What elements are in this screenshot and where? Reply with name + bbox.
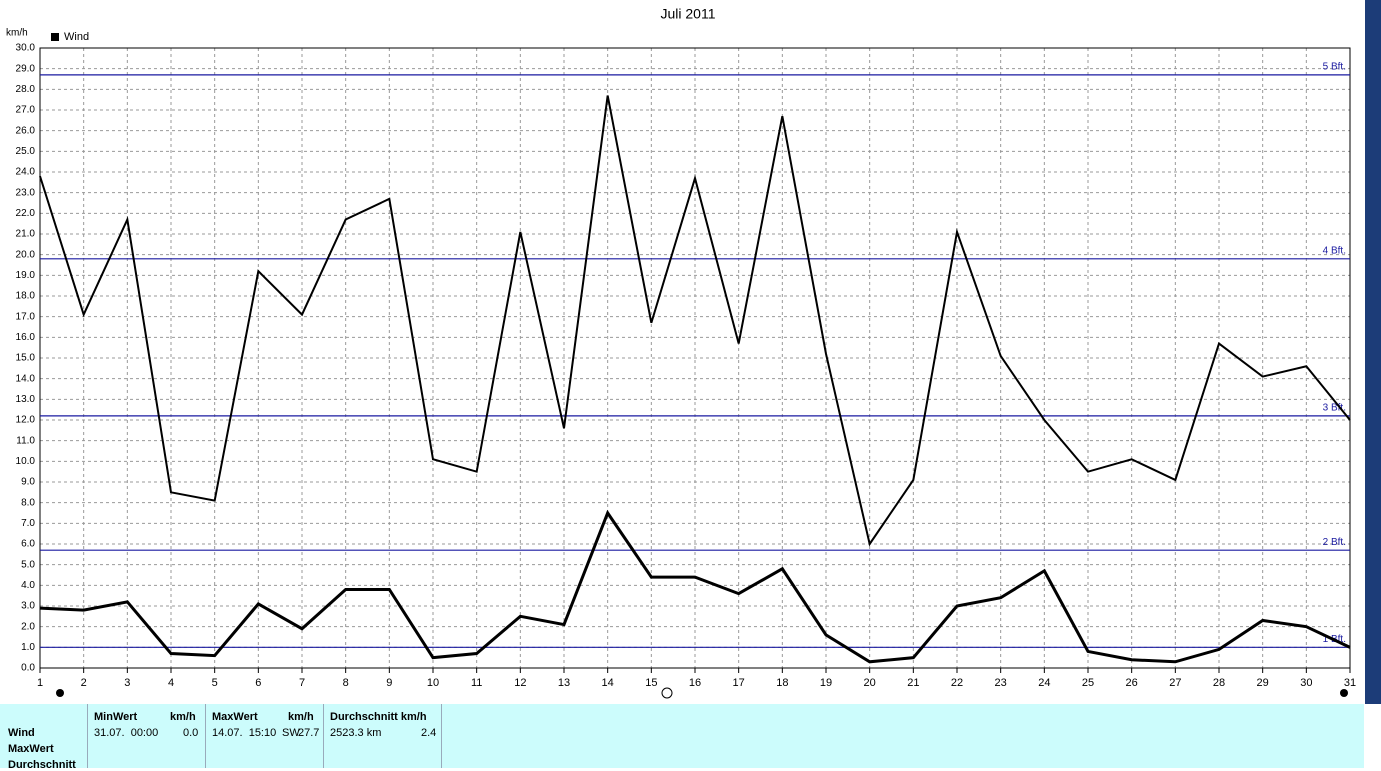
x-tick-label: 11 bbox=[471, 677, 482, 689]
x-tick-label: 3 bbox=[124, 677, 130, 689]
y-tick-label: 12.0 bbox=[16, 415, 36, 426]
x-tick-label: 20 bbox=[864, 677, 876, 689]
x-tick-label: 8 bbox=[343, 677, 349, 689]
y-tick-label: 8.0 bbox=[21, 497, 35, 508]
plot-frame bbox=[39, 47, 1351, 669]
stats-panel: Wind MaxWert Durchschnitt MinWert km/h 3… bbox=[0, 704, 1364, 771]
separator bbox=[323, 704, 324, 768]
x-tick-label: 21 bbox=[907, 677, 919, 689]
col-header: Durchschnitt km/h bbox=[330, 711, 427, 723]
cell: 0.0 bbox=[183, 727, 199, 739]
x-tick-label: 7 bbox=[299, 677, 305, 689]
x-tick-label: 28 bbox=[1213, 677, 1225, 689]
x-tick-label: 17 bbox=[733, 677, 745, 689]
cell: 31.07. 00:00 bbox=[94, 727, 159, 739]
y-tick-label: 16.0 bbox=[16, 332, 36, 343]
separator bbox=[87, 704, 88, 768]
separator bbox=[441, 704, 442, 768]
y-tick-label: 11.0 bbox=[16, 435, 35, 446]
separator bbox=[205, 704, 206, 768]
y-tick-label: 25.0 bbox=[16, 146, 36, 157]
cell: SW bbox=[282, 727, 300, 739]
y-tick-label: 23.0 bbox=[16, 187, 36, 198]
col-header: MinWert bbox=[94, 711, 138, 723]
x-tick-label: 18 bbox=[776, 677, 788, 689]
y-tick-label: 18.0 bbox=[16, 291, 36, 302]
chart: Juli 2011 km/h 0.0 1.0 2.0 3.0 4.0 5.0 6.0 7.0 8… bbox=[6, 0, 1381, 704]
x-tick-label: 12 bbox=[514, 677, 526, 689]
legend-label: Wind bbox=[64, 31, 89, 43]
col-header: MaxWert bbox=[212, 711, 258, 723]
y-tick-label: 29.0 bbox=[16, 63, 36, 74]
x-tick-label: 15 bbox=[645, 677, 657, 689]
y-tick-label: 26.0 bbox=[16, 125, 36, 136]
y-axis-label: km/h bbox=[6, 28, 28, 39]
y-tick-label: 3.0 bbox=[21, 601, 35, 612]
x-tick-label: 10 bbox=[427, 677, 439, 689]
x-tick-label: 2 bbox=[81, 677, 87, 689]
x-tick-label: 13 bbox=[558, 677, 570, 689]
nav-marker[interactable] bbox=[56, 689, 64, 697]
y-tick-label: 0.0 bbox=[21, 663, 35, 674]
y-tick-label: 7.0 bbox=[21, 518, 35, 529]
x-tick-label: 5 bbox=[212, 677, 218, 689]
legend-swatch bbox=[51, 33, 59, 41]
y-tick-label: 27.0 bbox=[16, 105, 36, 116]
reference-label: 5 Bft. bbox=[1323, 62, 1346, 73]
nav-marker[interactable] bbox=[1340, 689, 1348, 697]
x-tick-label: 1 bbox=[37, 677, 43, 689]
chart-title: Juli 2011 bbox=[660, 6, 715, 22]
cell: 27.7 bbox=[298, 727, 320, 739]
x-tick-label: 4 bbox=[168, 677, 174, 689]
cell: 2.4 bbox=[421, 727, 437, 739]
reference-label: 2 Bft. bbox=[1323, 537, 1346, 548]
x-tick-label: 19 bbox=[820, 677, 832, 689]
x-tick-label: 30 bbox=[1300, 677, 1312, 689]
x-tick-label: 25 bbox=[1082, 677, 1094, 689]
col-unit: km/h bbox=[170, 711, 196, 723]
window-edge bbox=[1365, 0, 1381, 704]
y-tick-label: 24.0 bbox=[16, 167, 36, 178]
y-tick-label: 17.0 bbox=[16, 311, 36, 322]
x-tick-label: 9 bbox=[386, 677, 392, 689]
y-tick-label: 1.0 bbox=[21, 642, 35, 653]
x-tick-label: 14 bbox=[602, 677, 614, 689]
x-tick-label: 16 bbox=[689, 677, 701, 689]
row-label: Durchschnitt bbox=[8, 759, 76, 771]
data-line bbox=[39, 95, 1351, 547]
x-tick-label: 6 bbox=[255, 677, 261, 689]
y-tick-label: 4.0 bbox=[21, 580, 35, 591]
y-tick-label: 2.0 bbox=[21, 621, 35, 632]
y-tick-label: 28.0 bbox=[16, 84, 36, 95]
nav-marker[interactable] bbox=[661, 687, 673, 699]
y-tick-label: 22.0 bbox=[16, 208, 36, 219]
y-tick-label: 21.0 bbox=[16, 229, 36, 240]
x-tick-label: 23 bbox=[995, 677, 1007, 689]
reference-label: 4 Bft. bbox=[1323, 245, 1346, 256]
x-tick-label: 31 bbox=[1344, 677, 1356, 689]
data-line bbox=[39, 509, 1351, 664]
x-tick-label: 24 bbox=[1038, 677, 1050, 689]
y-tick-label: 10.0 bbox=[16, 456, 36, 467]
y-tick-label: 19.0 bbox=[16, 270, 36, 281]
cell: 14.07. 15:10 bbox=[212, 727, 277, 739]
y-tick-label: 14.0 bbox=[16, 373, 36, 384]
col-unit: km/h bbox=[288, 711, 314, 723]
cell: 2523.3 km bbox=[330, 727, 382, 739]
y-tick-label: 5.0 bbox=[21, 559, 35, 570]
y-tick-label: 13.0 bbox=[16, 394, 36, 405]
reference-label: 3 Bft. bbox=[1323, 403, 1346, 414]
x-tick-label: 29 bbox=[1257, 677, 1269, 689]
y-tick-label: 15.0 bbox=[16, 353, 36, 364]
y-tick-label: 6.0 bbox=[21, 539, 35, 550]
x-tick-label: 27 bbox=[1169, 677, 1181, 689]
row-label: MaxWert bbox=[8, 743, 54, 755]
y-tick-label: 9.0 bbox=[21, 477, 35, 488]
y-tick-label: 20.0 bbox=[16, 249, 36, 260]
x-tick-label: 22 bbox=[951, 677, 963, 689]
y-tick-label: 30.0 bbox=[16, 43, 36, 54]
x-tick-label: 26 bbox=[1126, 677, 1138, 689]
row-label: Wind bbox=[8, 727, 35, 739]
